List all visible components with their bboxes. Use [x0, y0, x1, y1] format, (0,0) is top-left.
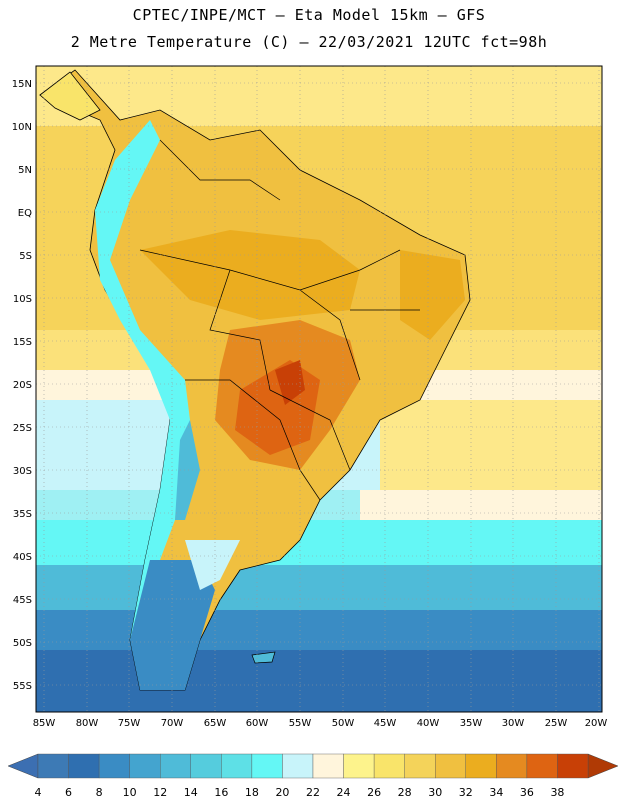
lon-label: 35W	[460, 718, 483, 729]
lon-label: 30W	[502, 718, 525, 729]
colorbar-label: 22	[306, 786, 320, 799]
colorbar-swatch	[282, 753, 314, 779]
lon-label: 55W	[289, 718, 312, 729]
colorbar-swatch	[312, 753, 344, 779]
colorbar-over-arrow	[587, 753, 618, 779]
lat-label: 5S	[19, 251, 32, 262]
lat-label: 20S	[13, 380, 32, 391]
colorbar-swatch	[496, 753, 528, 779]
lon-label: 80W	[76, 718, 99, 729]
lat-label: 40S	[13, 552, 32, 563]
longitude-axis: 85W 80W 75W 70W 65W 60W 55W 50W 45W 40W …	[33, 718, 608, 729]
lat-label: 15S	[13, 337, 32, 348]
lat-label: 45S	[13, 595, 32, 606]
land-south-america	[39, 69, 471, 691]
lon-label: 40W	[417, 718, 440, 729]
map-frame	[35, 65, 603, 713]
colorbar-legend: 4 6 8 10 12 14 16 18 20 22 24 26 28 30 32 34 36 38	[7, 753, 618, 799]
lon-label: 65W	[204, 718, 227, 729]
lat-label: 35S	[13, 509, 32, 520]
colorbar-swatch	[557, 753, 589, 779]
colorbar-swatch	[343, 753, 375, 779]
lon-label: 75W	[118, 718, 141, 729]
colorbar-label: 26	[367, 786, 381, 799]
colorbar-swatch	[37, 753, 69, 779]
lat-label: 5N	[18, 165, 32, 176]
colorbar-label: 32	[459, 786, 473, 799]
colorbar-swatch	[373, 753, 405, 779]
lat-label: 30S	[13, 466, 32, 477]
map-subtitle: 2 Metre Temperature (C) – 22/03/2021 12U…	[70, 33, 548, 51]
colorbar-label: 4	[35, 786, 42, 799]
colorbar-label: 36	[520, 786, 534, 799]
colorbar-label: 18	[245, 786, 259, 799]
colorbar-swatch	[221, 753, 253, 779]
lat-label: 15N	[12, 79, 32, 90]
lon-label: 60W	[246, 718, 269, 729]
lon-label: 50W	[332, 718, 355, 729]
colorbar-label: 28	[398, 786, 412, 799]
colorbar-swatch	[404, 753, 436, 779]
lat-label: 25S	[13, 423, 32, 434]
colorbar-label: 34	[489, 786, 503, 799]
colorbar-label: 24	[337, 786, 351, 799]
lon-label: 20W	[585, 718, 608, 729]
lat-label: EQ	[18, 208, 32, 219]
colorbar-label: 20	[275, 786, 289, 799]
colorbar-swatch	[526, 753, 558, 779]
lon-label: 25W	[545, 718, 568, 729]
lat-label: 50S	[13, 638, 32, 649]
colorbar-label: 14	[184, 786, 198, 799]
colorbar-swatch	[190, 753, 222, 779]
colorbar-label: 6	[65, 786, 72, 799]
lon-label: 45W	[374, 718, 397, 729]
colorbar-label: 10	[123, 786, 137, 799]
colorbar-swatch	[160, 753, 191, 779]
colorbar-label: 30	[428, 786, 442, 799]
map-title: CPTEC/INPE/MCT – Eta Model 15km – GFS	[132, 6, 486, 24]
colorbar-swatch	[129, 753, 161, 779]
colorbar-swatch	[435, 753, 466, 779]
country-borders	[139, 139, 420, 501]
colorbar-label: 8	[96, 786, 103, 799]
colorbar-swatch	[251, 753, 283, 779]
colorbar-swatch	[98, 753, 130, 779]
lon-label: 85W	[33, 718, 56, 729]
colorbar-under-arrow	[7, 753, 39, 779]
lat-label: 55S	[13, 681, 32, 692]
colorbar-swatch	[68, 753, 100, 779]
colorbar-label: 12	[153, 786, 167, 799]
colorbar-swatch	[465, 753, 497, 779]
colorbar-label: 38	[550, 786, 564, 799]
lat-label: 10S	[13, 294, 32, 305]
lon-label: 70W	[161, 718, 184, 729]
latitude-axis: 15N 10N 5N EQ 5S 10S 15S 20S 25S 30S 35S…	[12, 79, 32, 692]
colorbar-label: 16	[214, 786, 228, 799]
lat-label: 10N	[12, 122, 32, 133]
